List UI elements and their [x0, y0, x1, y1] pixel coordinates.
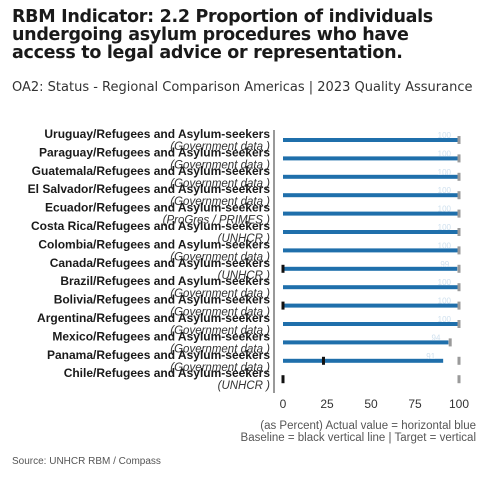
category-label-uruguay: Uruguay/Refugees and Asylum-seekers: [44, 127, 270, 141]
target-marker-canada: [457, 264, 461, 273]
x-tick-label-25: 25: [320, 397, 334, 411]
category-label-el-salvador: El Salvador/Refugees and Asylum-seekers: [28, 182, 271, 196]
value-label-el-salvador: 100: [438, 186, 452, 195]
target-marker-uruguay: [457, 136, 461, 144]
target-marker-bolivia: [457, 301, 461, 310]
category-source-colombia: (Government data ): [170, 251, 270, 263]
category-source-paraguay: (Government data ): [170, 159, 270, 171]
value-label-ecuador: 100: [438, 205, 452, 214]
category-source-argentina: (Government data ): [170, 325, 270, 337]
category-label-panama: Panama/Refugees and Asylum-seekers: [47, 348, 270, 362]
category-source-mexico: (Government data ): [170, 343, 270, 355]
actual-bar-brazil: [283, 285, 459, 290]
actual-bar-argentina: [283, 322, 459, 326]
target-marker-paraguay: [457, 154, 461, 163]
actual-bar-mexico: [283, 340, 449, 345]
encoding-note-markers: Baseline = black vertical line | Target …: [240, 432, 476, 444]
value-label-canada: 99: [440, 260, 449, 269]
actual-bar-ecuador: [283, 211, 459, 216]
value-label-guatemala: 100: [438, 168, 452, 177]
category-label-brazil: Brazil/Refugees and Asylum-seekers: [60, 274, 270, 288]
category-source-ecuador: (ProGres / PRIMES ): [163, 215, 271, 227]
target-marker-costa-rica: [457, 228, 461, 236]
x-tick-label-100: 100: [449, 397, 469, 411]
category-source-guatemala: (Government data ): [170, 178, 270, 190]
actual-bar-panama: [283, 358, 444, 363]
category-source-chile: (UNHCR ): [218, 380, 271, 392]
actual-bar-canada: [283, 266, 458, 271]
value-label-paraguay: 100: [438, 149, 452, 158]
baseline-marker-chile: [281, 375, 285, 384]
actual-bar-uruguay: [283, 138, 459, 142]
category-label-costa-rica: Costa Rica/Refugees and Asylum-seekers: [31, 219, 270, 233]
chart-subtitle: OA2: Status - Regional Comparison Americ…: [12, 80, 473, 95]
x-tick-label-50: 50: [364, 397, 378, 411]
value-label-brazil: 100: [438, 278, 452, 287]
x-tick-label-0: 0: [280, 397, 287, 411]
category-label-chile: Chile/Refugees and Asylum-seekers: [64, 366, 271, 380]
target-marker-panama: [457, 356, 461, 365]
target-marker-guatemala: [457, 172, 461, 181]
actual-bar-el-salvador: [283, 193, 459, 198]
baseline-marker-canada: [281, 264, 285, 273]
value-label-mexico: 94: [432, 333, 441, 342]
target-marker-mexico: [448, 338, 452, 347]
category-source-costa-rica: (UNHCR ): [218, 233, 271, 245]
value-label-uruguay: 100: [438, 131, 452, 140]
category-source-el-salvador: (Government data ): [170, 196, 270, 208]
actual-bar-bolivia: [283, 303, 459, 308]
baseline-marker-bolivia: [281, 301, 285, 310]
target-marker-ecuador: [457, 209, 461, 218]
value-label-bolivia: 100: [438, 297, 452, 306]
category-source-brazil: (Government data ): [170, 288, 270, 300]
actual-bar-colombia: [283, 248, 459, 253]
value-label-panama: 91: [426, 352, 435, 361]
value-label-costa-rica: 100: [438, 223, 452, 232]
value-label-colombia: 100: [438, 241, 452, 250]
target-marker-argentina: [457, 320, 461, 328]
category-source-canada: (UNHCR ): [218, 270, 271, 282]
category-label-mexico: Mexico/Refugees and Asylum-seekers: [52, 329, 270, 343]
target-marker-el-salvador: [457, 191, 461, 200]
encoding-note-actual: (as Percent) Actual value = horizontal b…: [260, 420, 476, 432]
category-label-bolivia: Bolivia/Refugees and Asylum-seekers: [54, 293, 271, 307]
x-tick-label-75: 75: [408, 397, 422, 411]
category-source-panama: (Government data ): [170, 362, 270, 374]
actual-bar-paraguay: [283, 156, 459, 161]
category-label-paraguay: Paraguay/Refugees and Asylum-seekers: [39, 145, 270, 159]
baseline-marker-panama: [321, 356, 325, 365]
category-source-uruguay: (Government data ): [170, 141, 270, 153]
target-marker-brazil: [457, 283, 461, 292]
category-label-ecuador: Ecuador/Refugees and Asylum-seekers: [45, 201, 270, 215]
category-label-guatemala: Guatemala/Refugees and Asylum-seekers: [32, 164, 271, 178]
category-label-argentina: Argentina/Refugees and Asylum-seekers: [37, 311, 270, 325]
category-label-colombia: Colombia/Refugees and Asylum-seekers: [38, 237, 270, 251]
target-marker-colombia: [457, 246, 461, 255]
category-label-canada: Canada/Refugees and Asylum-seekers: [50, 256, 271, 270]
actual-bar-guatemala: [283, 174, 459, 179]
actual-bar-costa-rica: [283, 230, 459, 234]
target-marker-chile: [457, 375, 461, 384]
category-source-bolivia: (Government data ): [170, 307, 270, 319]
source-note: Source: UNHCR RBM / Compass: [12, 456, 161, 467]
value-label-argentina: 100: [438, 315, 452, 324]
chart-title: RBM Indicator: 2.2 Proportion of individ…: [12, 7, 433, 63]
